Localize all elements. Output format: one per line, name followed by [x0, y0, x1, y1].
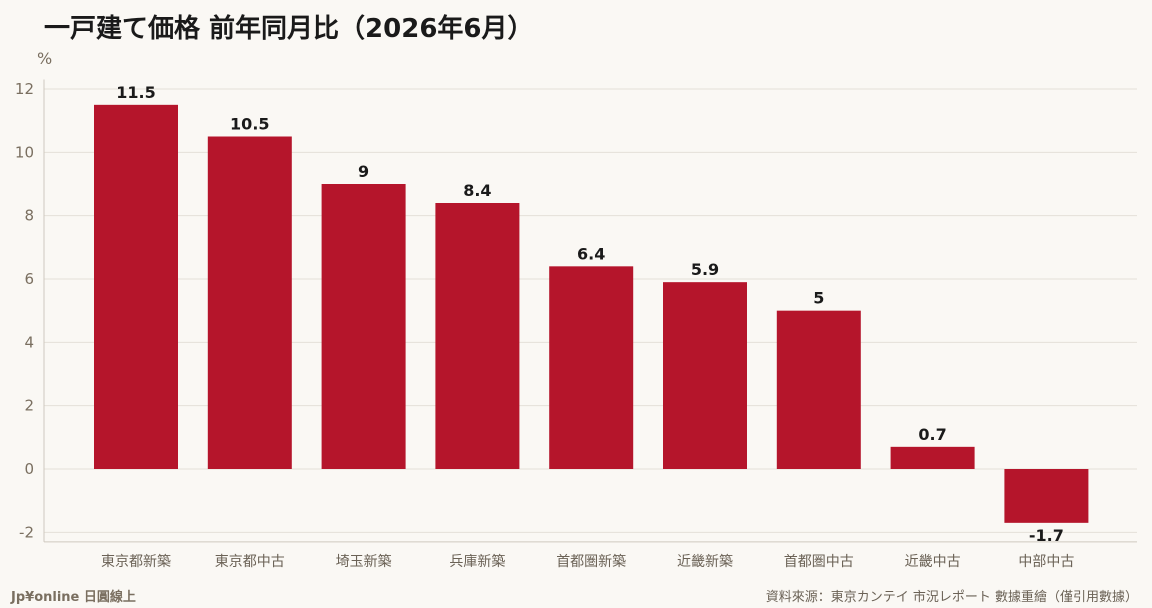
y-tick-label: 8: [24, 207, 34, 225]
chart-title: 一戸建て価格 前年同月比（2026年6月）: [44, 14, 534, 44]
x-category-label: 首都圏新築: [556, 554, 626, 570]
bar-value-label: -1.7: [1029, 526, 1064, 545]
x-category-label: 近畿新築: [677, 554, 733, 570]
x-category-label: 東京都新築: [101, 554, 171, 570]
bar-value-label: 5.9: [691, 260, 719, 279]
bar: [94, 104, 178, 469]
y-tick-label: 12: [15, 80, 34, 98]
x-category-label: 埼玉新築: [336, 554, 392, 570]
bar-value-label: 8.4: [463, 181, 491, 200]
x-category-label: 近畿中古: [905, 554, 961, 570]
x-category-label: 東京都中古: [215, 554, 285, 570]
y-axis-unit-label: %: [37, 49, 53, 68]
bar: [1004, 469, 1089, 523]
bar-value-label: 10.5: [230, 115, 269, 134]
bar-value-label: 11.5: [116, 83, 155, 102]
bar: [207, 136, 292, 469]
bar: [435, 203, 520, 469]
bar: [321, 184, 406, 469]
bar-value-label: 5: [813, 289, 824, 308]
bar-value-label: 9: [358, 162, 369, 181]
bar: [890, 446, 975, 469]
x-category-label: 中部中古: [1018, 554, 1074, 570]
source-note: 資料來源：東京カンテイ 市況レポート 數據重繪（僅引用數據）: [765, 590, 1138, 605]
bar: [776, 310, 861, 469]
y-tick-label: 6: [24, 270, 34, 288]
x-category-label: 首都圏中古: [784, 554, 854, 570]
y-tick-label: 0: [24, 460, 34, 478]
bar: [549, 266, 634, 469]
y-tick-label: -2: [19, 523, 34, 541]
bar-value-label: 0.7: [918, 425, 946, 444]
bar: [663, 282, 747, 469]
bar-value-label: 6.4: [577, 244, 605, 263]
x-category-label: 兵庫新築: [449, 553, 505, 570]
brand-logo-text: Jp¥online 日圓線上: [11, 590, 136, 605]
y-tick-label: 2: [24, 397, 34, 415]
y-tick-label: 10: [15, 143, 34, 161]
y-tick-label: 4: [24, 333, 34, 351]
